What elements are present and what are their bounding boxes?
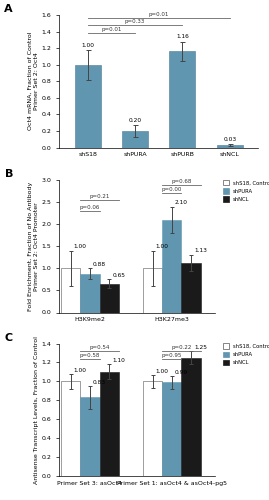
- Text: p=0.01: p=0.01: [148, 12, 169, 18]
- Bar: [162, 382, 182, 476]
- Text: 0.88: 0.88: [93, 262, 106, 266]
- Text: p=0.54: p=0.54: [89, 345, 110, 350]
- Text: 0.65: 0.65: [112, 272, 125, 278]
- Y-axis label: Oct4 mRNA, Fraction of Control
Primer Set 2: Oct4: Oct4 mRNA, Fraction of Control Primer Se…: [28, 32, 39, 130]
- Text: 1.00: 1.00: [74, 244, 87, 249]
- Bar: [61, 382, 80, 476]
- Text: C: C: [5, 333, 13, 343]
- Bar: [143, 382, 162, 476]
- Text: A: A: [3, 4, 12, 15]
- Bar: [182, 358, 201, 476]
- Text: p=0.00: p=0.00: [162, 187, 182, 192]
- Text: 1.25: 1.25: [194, 345, 207, 350]
- Text: p=0.95: p=0.95: [162, 352, 182, 358]
- Bar: [61, 268, 80, 312]
- Y-axis label: Antisense Transcript Levels, Fraction of Control: Antisense Transcript Levels, Fraction of…: [34, 336, 39, 484]
- Text: p=0.22: p=0.22: [171, 345, 192, 350]
- Bar: [100, 372, 119, 476]
- Text: 1.00: 1.00: [74, 368, 87, 373]
- Bar: [100, 284, 119, 312]
- Legend: shS18, Control, shPURA, shNCL: shS18, Control, shPURA, shNCL: [222, 180, 269, 202]
- Text: 1.00: 1.00: [156, 244, 169, 249]
- Bar: [143, 268, 162, 312]
- Legend: shS18, Control, shPURA, shNCL: shS18, Control, shPURA, shNCL: [222, 344, 269, 365]
- Text: p=0.21: p=0.21: [89, 194, 110, 198]
- Bar: [169, 52, 196, 148]
- Y-axis label: Fold Enrichment, Fraction of No Antibody
Primer Set 2: Oct4 Promoter: Fold Enrichment, Fraction of No Antibody…: [28, 182, 39, 311]
- Text: p=0.33: p=0.33: [125, 19, 145, 24]
- Bar: [182, 262, 201, 312]
- Text: 1.16: 1.16: [176, 34, 189, 40]
- Text: p=0.68: p=0.68: [171, 179, 192, 184]
- Bar: [122, 131, 148, 148]
- Text: p=0.01: p=0.01: [101, 28, 122, 32]
- Text: p=0.06: p=0.06: [80, 204, 100, 210]
- Bar: [75, 64, 101, 148]
- Text: p=0.58: p=0.58: [80, 352, 100, 358]
- Text: 2.10: 2.10: [175, 200, 188, 204]
- Text: 0.83: 0.83: [93, 380, 106, 385]
- Text: 1.13: 1.13: [194, 248, 207, 253]
- Text: 1.00: 1.00: [81, 42, 94, 48]
- Text: 0.20: 0.20: [129, 118, 141, 123]
- Text: 0.99: 0.99: [175, 370, 188, 374]
- Text: B: B: [5, 170, 13, 179]
- Text: 1.00: 1.00: [156, 369, 169, 374]
- Text: 1.10: 1.10: [112, 358, 125, 364]
- Bar: [217, 145, 243, 148]
- Bar: [162, 220, 182, 312]
- Text: 0.03: 0.03: [223, 137, 236, 142]
- Bar: [80, 274, 100, 312]
- Bar: [80, 398, 100, 476]
